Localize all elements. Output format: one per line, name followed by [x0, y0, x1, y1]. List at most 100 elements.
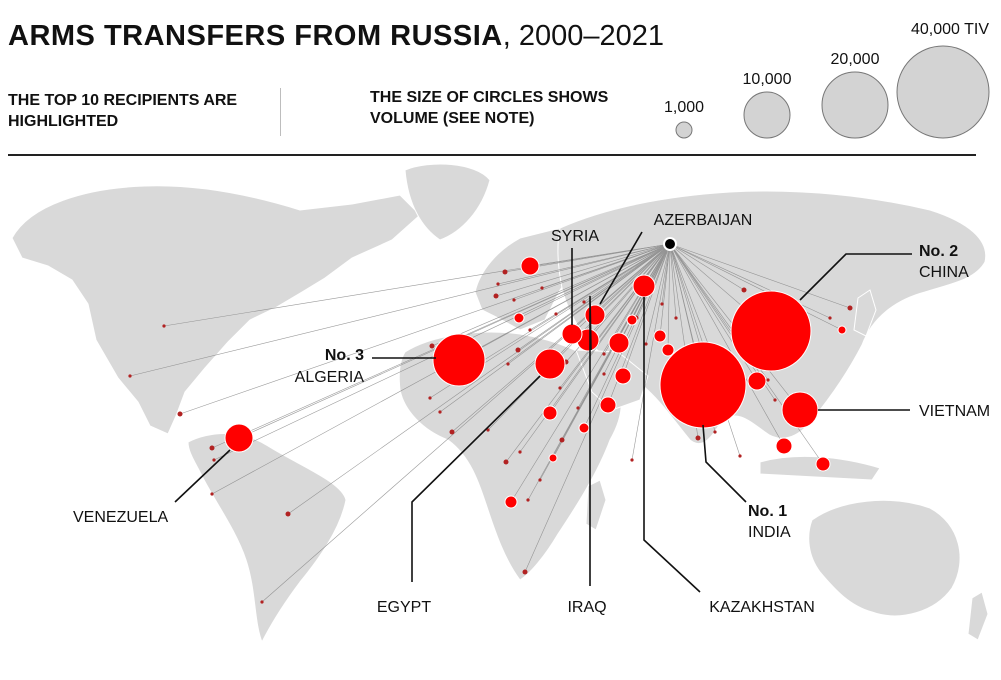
- transfer-line: [669, 243, 851, 309]
- transfer-line: [669, 243, 831, 319]
- small-recipient-dot: [766, 378, 770, 382]
- title-main: ARMS TRANSFERS FROM RUSSIA: [8, 20, 503, 52]
- circle-other-a: [520, 256, 540, 276]
- small-recipient-dot: [522, 569, 528, 575]
- small-recipient-dot: [713, 430, 717, 434]
- small-recipient-dot: [512, 298, 516, 302]
- label-venezuela: VENEZUELA: [73, 509, 168, 526]
- small-recipient-dot: [773, 398, 777, 402]
- transfer-line: [559, 243, 671, 389]
- circle-other-l: [513, 312, 525, 324]
- legend-label-20000: 20,000: [831, 51, 880, 68]
- circle-other-g: [815, 456, 831, 472]
- leader-kazakhstan: [643, 297, 701, 593]
- recipient-circles: [224, 256, 847, 509]
- header-divider: [280, 88, 281, 136]
- circle-other-m: [578, 422, 590, 434]
- small-recipient-dot: [582, 300, 586, 304]
- leader-venezuela: [174, 449, 231, 503]
- circle-india: [659, 341, 747, 429]
- recipient-labels: No. 1 INDIA No. 2 CHINA No. 3 ALGERIA VI…: [73, 212, 990, 616]
- circle-other-c: [747, 371, 767, 391]
- transfer-line: [631, 243, 671, 461]
- transfer-line: [661, 243, 671, 305]
- small-recipient-dot: [558, 386, 562, 390]
- small-recipient-dot: [559, 437, 565, 443]
- label-india-rank: No. 1: [748, 503, 787, 520]
- small-recipient-dot: [576, 406, 580, 410]
- small-recipient-dot: [741, 287, 747, 293]
- circle-other-n: [626, 314, 638, 326]
- legend-circle-10000: [743, 91, 791, 139]
- transfer-line: [129, 243, 671, 377]
- small-recipient-dot: [538, 478, 542, 482]
- label-vietnam: VIETNAM: [919, 403, 990, 420]
- transfer-line: [518, 243, 671, 319]
- transfer-line: [669, 243, 677, 319]
- small-recipient-dot: [602, 372, 606, 376]
- transfer-line: [495, 243, 671, 297]
- small-recipient-dot: [660, 302, 664, 306]
- small-recipient-dot: [212, 458, 216, 462]
- chart-title: ARMS TRANSFERS FROM RUSSIA, 2000–2021: [8, 18, 664, 54]
- circle-other-e: [599, 396, 617, 414]
- small-recipient-dot: [540, 286, 544, 290]
- small-recipient-dots: [128, 269, 853, 604]
- legend-circle-40000: [896, 45, 990, 139]
- transfer-line: [524, 243, 671, 573]
- circle-other-b: [608, 332, 630, 354]
- small-recipient-dot: [847, 305, 853, 311]
- circle-other-p: [548, 453, 558, 463]
- circle-other-d: [614, 367, 632, 385]
- transfer-line: [667, 243, 671, 351]
- header-rule: [8, 154, 976, 156]
- small-recipient-dot: [209, 445, 215, 451]
- circle-vietnam: [781, 391, 819, 429]
- transfer-line: [431, 243, 671, 347]
- transfer-line: [439, 243, 671, 413]
- title-years: , 2000–2021: [502, 20, 665, 52]
- transfer-line: [287, 243, 671, 515]
- small-recipient-dot: [506, 362, 510, 366]
- circle-azerbaijan: [584, 304, 606, 326]
- label-algeria: ALGERIA: [295, 369, 365, 386]
- small-recipient-dot: [449, 429, 455, 435]
- transfer-line: [645, 243, 671, 345]
- legend-label-10000: 10,000: [743, 71, 792, 88]
- transfer-line: [541, 243, 671, 289]
- legend-label-1000: 1,000: [664, 99, 704, 116]
- leader-india: [702, 424, 747, 503]
- land: [11, 163, 989, 644]
- small-recipient-dot: [518, 450, 522, 454]
- circle-venezuela: [224, 423, 254, 453]
- circle-kazakhstan: [632, 274, 656, 298]
- circle-other-o: [837, 325, 847, 335]
- circle-other-j: [653, 329, 667, 343]
- leader-egypt: [411, 375, 541, 582]
- small-recipient-dot: [210, 492, 214, 496]
- small-recipient-dot: [515, 347, 521, 353]
- transfer-line: [669, 243, 843, 331]
- transfer-line: [669, 243, 745, 291]
- label-china-rank: No. 2: [919, 243, 958, 260]
- small-recipient-dot: [644, 342, 648, 346]
- label-egypt: EGYPT: [377, 599, 431, 616]
- transfer-line: [261, 243, 671, 603]
- transfer-line: [622, 243, 671, 377]
- small-recipient-dot: [695, 435, 701, 441]
- transfer-line: [583, 243, 671, 303]
- small-recipient-dot: [503, 459, 509, 465]
- land-madagascar: [585, 479, 607, 531]
- land-north-america: [11, 185, 421, 435]
- label-algeria-rank: No. 3: [325, 347, 364, 364]
- small-recipient-dot: [428, 396, 432, 400]
- land-greenland: [404, 163, 491, 241]
- circle-other-k: [504, 495, 518, 509]
- label-kazakhstan: KAZAKHSTAN: [709, 599, 815, 616]
- transfer-line: [451, 243, 671, 433]
- transfer-line: [659, 243, 671, 337]
- small-recipient-dot: [177, 411, 183, 417]
- small-recipient-dot: [128, 374, 132, 378]
- circle-syria: [561, 323, 583, 345]
- land-japan: [853, 289, 877, 337]
